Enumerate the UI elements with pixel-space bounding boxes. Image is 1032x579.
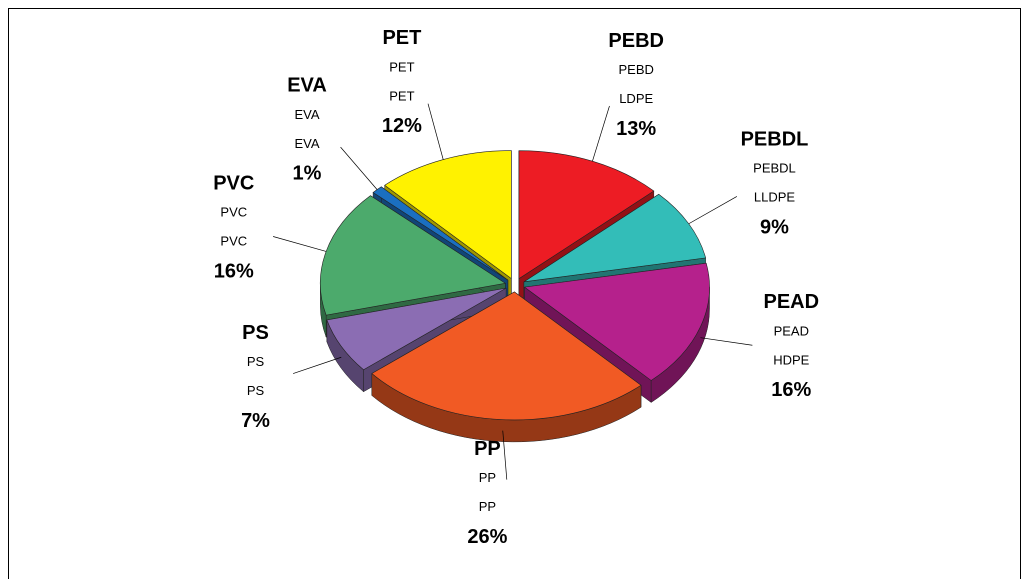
slice — [371, 291, 642, 421]
value-label: 1% — [293, 163, 322, 185]
label-code: LDPE — [619, 91, 653, 106]
value-label: 26% — [467, 526, 507, 548]
label-name-small: PEAD — [774, 323, 809, 338]
label-name: PP — [474, 438, 501, 460]
label-name: PET — [382, 27, 421, 49]
value-label: 16% — [771, 379, 811, 401]
label-name-small: PVC — [220, 204, 247, 219]
leader-line — [502, 430, 508, 480]
leader-line — [427, 103, 444, 160]
label-name-small: PEBDL — [753, 161, 796, 176]
leader-line — [700, 337, 753, 346]
label-name: PEBDL — [741, 129, 809, 151]
value-label: 7% — [241, 410, 270, 432]
slice — [384, 150, 512, 280]
label-name: PEBD — [608, 30, 664, 52]
leader-line — [688, 196, 738, 225]
label-name-small: PP — [479, 470, 496, 485]
leader-line — [592, 105, 610, 162]
label-name-small: EVA — [294, 107, 319, 122]
label-code: HDPE — [773, 352, 809, 367]
slice — [326, 287, 507, 371]
slice — [372, 186, 509, 281]
label-name: EVA — [287, 75, 327, 97]
value-label: 13% — [616, 118, 656, 140]
slice — [523, 262, 710, 381]
slice — [523, 193, 707, 283]
label-code: EVA — [294, 136, 319, 151]
label-code: PET — [389, 88, 414, 103]
label-code: PVC — [220, 233, 247, 248]
label-name-small: PET — [389, 59, 414, 74]
value-label: 12% — [382, 115, 422, 137]
label-name: PVC — [213, 172, 254, 194]
label-name-small: PEBD — [618, 62, 653, 77]
label-name-small: PS — [247, 354, 265, 369]
label-name: PEAD — [764, 291, 820, 313]
value-label: 16% — [214, 260, 254, 282]
label-code: LLDPE — [754, 190, 796, 205]
value-label: 9% — [760, 217, 789, 239]
leader-line — [273, 236, 327, 252]
slice — [320, 195, 507, 316]
leader-line — [293, 356, 342, 374]
label-name: PS — [242, 322, 269, 344]
label-code: PP — [479, 499, 496, 514]
label-code: PS — [247, 383, 265, 398]
leader-line — [340, 146, 378, 190]
